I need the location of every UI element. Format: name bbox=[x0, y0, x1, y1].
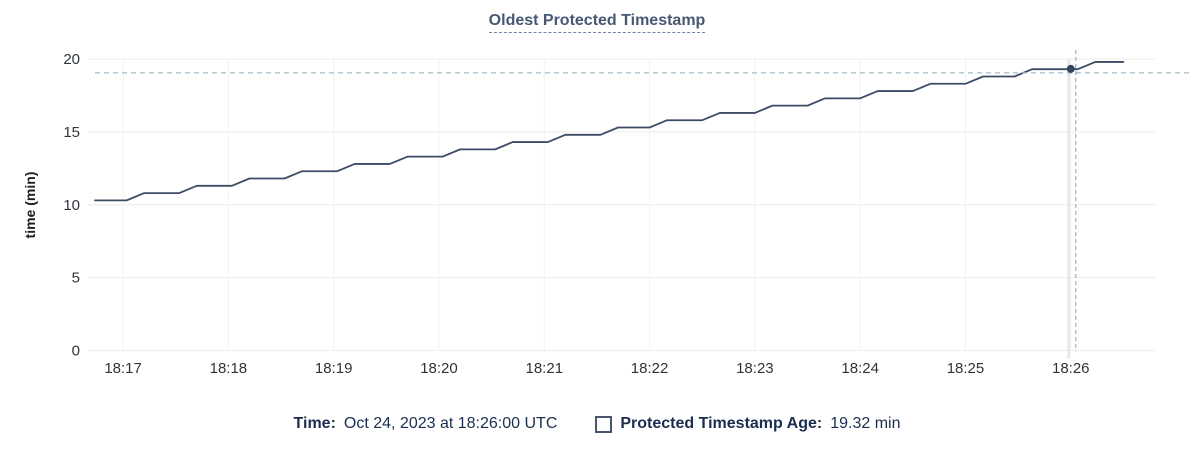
x-tick-label: 18:20 bbox=[420, 360, 458, 377]
x-tick-label: 18:23 bbox=[736, 360, 774, 377]
x-tick-label: 18:22 bbox=[631, 360, 669, 377]
crosshair-point bbox=[1066, 64, 1075, 73]
legend-series-value: 19.32 min bbox=[830, 415, 901, 432]
legend-series-checkbox[interactable] bbox=[595, 415, 613, 433]
x-tick-label: 18:21 bbox=[526, 360, 564, 377]
legend-time-value: Oct 24, 2023 at 18:26:00 UTC bbox=[343, 415, 558, 432]
chart-plot: 0 5 10 15 20 18:17 18:18 18:19 18:20 18:21 18:22 18… bbox=[63, 50, 1190, 377]
y-tick-label: 5 bbox=[72, 270, 80, 287]
x-tick-label: 18:19 bbox=[315, 360, 353, 377]
legend-series-label[interactable]: Protected Timestamp Age: bbox=[620, 415, 823, 432]
y-tick-label: 20 bbox=[63, 51, 80, 68]
chart-title: Oldest Protected Timestamp bbox=[0, 12, 1194, 33]
y-tick-label: 10 bbox=[63, 197, 80, 214]
x-tick-label: 18:26 bbox=[1052, 360, 1090, 377]
chart-title-text[interactable]: Oldest Protected Timestamp bbox=[488, 12, 706, 33]
chart-legend: Time: Oct 24, 2023 at 18:26:00 UTC Prote… bbox=[0, 413, 1194, 435]
y-tick-label: 0 bbox=[72, 343, 80, 360]
plot-area[interactable] bbox=[88, 59, 1155, 351]
x-tick-label: 18:25 bbox=[947, 360, 985, 377]
y-tick-label: 15 bbox=[63, 124, 80, 141]
series-line bbox=[94, 61, 1125, 202]
x-tick-label: 18:17 bbox=[104, 360, 142, 377]
x-tick-label: 18:24 bbox=[841, 360, 879, 377]
legend-time-label: Time: bbox=[293, 415, 336, 432]
x-tick-label: 18:18 bbox=[210, 360, 248, 377]
